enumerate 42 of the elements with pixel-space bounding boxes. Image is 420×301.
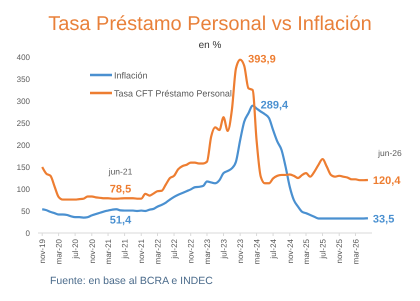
legend-label: Inflación <box>114 70 148 80</box>
x-tick-label: mar-26 <box>351 238 360 264</box>
y-tick-label: 350 <box>16 75 31 84</box>
x-tick-label: jul-25 <box>318 238 328 260</box>
x-tick-label: nov-21 <box>137 238 146 264</box>
x-tick-label: jul-22 <box>170 238 180 260</box>
data-label: 78,5 <box>110 183 132 196</box>
x-tick-label: mar-21 <box>104 238 114 264</box>
data-label: 289,4 <box>260 100 290 112</box>
source-note: Fuente: en base al BCRA e INDEC <box>50 275 214 287</box>
x-tick-label: jul-23 <box>219 238 228 260</box>
y-tick-label: 0 <box>26 229 31 238</box>
y-tick-label: 250 <box>16 119 31 128</box>
data-label: 51,4 <box>110 214 132 226</box>
x-tick-label: mar-24 <box>252 238 262 264</box>
x-tick-label: jul-21 <box>120 238 130 260</box>
data-label: 120,4 <box>372 175 402 188</box>
y-tick-label: 150 <box>16 163 31 172</box>
x-tick-label: jul-20 <box>71 238 80 260</box>
data-label: 33,5 <box>372 213 394 226</box>
x-tick-label: nov-19 <box>38 238 48 264</box>
annotation: jun-26 <box>377 148 402 158</box>
y-tick-label: 300 <box>16 97 31 106</box>
x-tick-label: nov-22 <box>186 238 196 264</box>
x-tick-label: mar-22 <box>154 238 163 264</box>
x-tick-label: nov-24 <box>286 238 295 264</box>
x-tick-label: nov-23 <box>236 238 246 264</box>
x-tick-label: mar-23 <box>202 238 212 264</box>
x-tick-label: jul-24 <box>269 238 278 260</box>
y-tick-label: 100 <box>16 185 31 194</box>
x-tick-label: nov-20 <box>88 238 97 264</box>
annotation: jun-21 <box>108 166 133 176</box>
y-tick-label: 50 <box>21 207 31 216</box>
chart-subtitle: en % <box>198 40 222 51</box>
y-tick-label: 200 <box>16 141 31 150</box>
legend-label: Tasa CFT Préstamo Personal <box>114 88 232 98</box>
x-tick-label: mar-20 <box>54 238 64 264</box>
data-label: 393,9 <box>248 54 276 66</box>
x-tick-label: mar-25 <box>302 238 312 264</box>
y-tick-label: 400 <box>16 53 31 62</box>
chart-title: Tasa Préstamo Personal vs Inflación <box>48 13 372 35</box>
x-tick-label: nov-25 <box>335 238 344 264</box>
